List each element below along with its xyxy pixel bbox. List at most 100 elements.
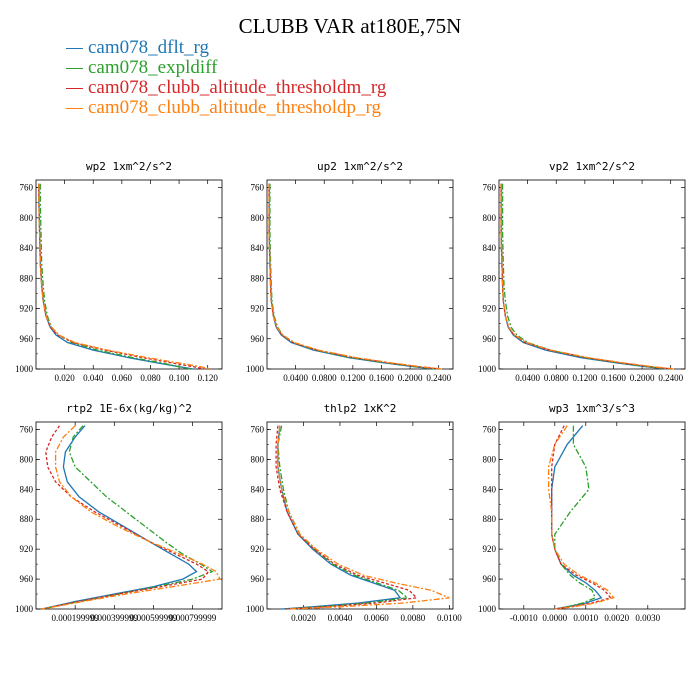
panel-title: rtp2 1E-6x(kg/kg)^2: [66, 402, 192, 415]
plot-frame: [498, 179, 686, 370]
series-line: [38, 183, 205, 370]
y-tick-label: 1000: [478, 364, 497, 374]
y-tick-label: 880: [251, 273, 265, 283]
chart-panel: rtp2 1E-6x(kg/kg)^2 760 800 840 880 920 960 100…: [15, 402, 223, 623]
legend-label: cam078_expldiff: [88, 57, 218, 78]
y-tick-label: 760: [483, 183, 497, 193]
y-tick-label: 840: [483, 484, 497, 494]
x-tick-label: 0.0020: [291, 613, 316, 623]
series-line: [41, 425, 214, 610]
x-tick-label: 0.2000: [398, 373, 423, 383]
y-tick-label: 760: [483, 424, 497, 434]
y-tick-label: 920: [251, 304, 265, 314]
y-tick-label: 920: [251, 544, 265, 554]
panel-title: vp2 1xm^2/s^2: [549, 160, 635, 173]
x-tick-label: 0.1600: [369, 373, 394, 383]
y-tick-label: 960: [251, 574, 265, 584]
y-tick-label: 800: [483, 454, 497, 464]
series-line: [277, 425, 409, 610]
legend-item: cam078_clubb_altitude_thresholdm_rg: [66, 78, 386, 98]
y-tick-label: 800: [483, 213, 497, 223]
chart-panel: thlp2 1xK^2 760 800 840 880 920 960 1000 0.0020 0…: [246, 402, 462, 623]
y-tick-label: 920: [483, 304, 497, 314]
x-tick-label: 0.080: [140, 373, 161, 383]
y-tick-label: 760: [251, 424, 265, 434]
series-line: [268, 183, 436, 370]
series-line: [547, 425, 615, 610]
y-tick-label: 1000: [478, 604, 497, 614]
y-tick-label: 880: [483, 273, 497, 283]
x-tick-label: 0.040: [83, 373, 104, 383]
legend-label: cam078_clubb_altitude_thresholdp_rg: [88, 97, 382, 118]
y-tick-label: 960: [20, 574, 34, 584]
y-tick-label: 960: [483, 574, 497, 584]
chart-panel: wp3 1xm^3/s^3 760 800 840 880 920 960 1000 -0.00…: [478, 402, 686, 623]
plot-frame: [266, 179, 454, 370]
x-tick-label: 0.0100: [437, 613, 462, 623]
x-tick-label: 0.0010: [573, 613, 598, 623]
plot-frame: [498, 421, 686, 610]
series-line: [268, 183, 441, 370]
x-tick-label: 0.2400: [658, 373, 683, 383]
x-tick-label: 0.1200: [340, 373, 365, 383]
y-tick-label: 960: [251, 334, 265, 344]
x-tick-label: 0.0060: [364, 613, 389, 623]
y-tick-label: 760: [251, 183, 265, 193]
legend-swatch: [66, 107, 83, 109]
panel-title: thlp2 1xK^2: [324, 402, 397, 415]
x-tick-label: 0.100: [169, 373, 190, 383]
series-line: [500, 183, 675, 370]
series-line: [269, 183, 438, 370]
y-tick-label: 1000: [246, 604, 265, 614]
x-tick-label: 0.0400: [515, 373, 540, 383]
y-tick-label: 1000: [15, 604, 34, 614]
panel-title: up2 1xm^2/s^2: [317, 160, 403, 173]
series-line: [277, 425, 402, 610]
x-tick-label: 0.0000: [542, 613, 567, 623]
plot-frame: [35, 421, 223, 610]
y-tick-label: 1000: [15, 364, 34, 374]
y-tick-label: 880: [20, 514, 34, 524]
series-line: [554, 425, 596, 610]
y-tick-label: 800: [251, 454, 265, 464]
series-line: [38, 183, 194, 370]
series-line: [39, 183, 191, 370]
series-line: [277, 425, 450, 610]
x-tick-label: 0.120: [198, 373, 219, 383]
y-tick-label: 840: [251, 484, 265, 494]
y-tick-label: 880: [251, 514, 265, 524]
y-tick-label: 880: [483, 514, 497, 524]
legend-item: cam078_clubb_altitude_thresholdp_rg: [66, 98, 386, 118]
x-tick-label: 0.0800: [544, 373, 569, 383]
x-tick-label: 0.000199999: [52, 613, 100, 623]
legend-item: cam078_dflt_rg: [66, 38, 386, 58]
legend: cam078_dflt_rg cam078_expldiff cam078_cl…: [66, 38, 386, 118]
y-tick-label: 840: [483, 243, 497, 253]
chart-panel: vp2 1xm^2/s^2 760 800 840 880 920 960 1000 0.040…: [478, 160, 686, 383]
legend-label: cam078_dflt_rg: [88, 37, 210, 58]
y-tick-label: 840: [251, 243, 265, 253]
x-tick-label: 0.2000: [630, 373, 655, 383]
x-tick-label: 0.000799999: [169, 613, 217, 623]
y-tick-label: 920: [20, 544, 34, 554]
chart-panel: wp2 1xm^2/s^2 760 800 840 880 920 960 1000 0.020…: [15, 160, 223, 383]
x-tick-label: 0.060: [112, 373, 133, 383]
x-tick-label: 0.000599999: [130, 613, 178, 623]
legend-swatch: [66, 87, 83, 89]
series-line: [268, 183, 443, 370]
x-tick-label: 0.1600: [601, 373, 626, 383]
x-tick-label: 0.0400: [283, 373, 308, 383]
x-tick-label: 0.000399999: [91, 613, 139, 623]
legend-item: cam078_expldiff: [66, 58, 386, 78]
x-tick-label: 0.020: [54, 373, 75, 383]
y-tick-label: 840: [20, 484, 34, 494]
x-tick-label: -0.0010: [510, 613, 538, 623]
panel-title: wp2 1xm^2/s^2: [86, 160, 172, 173]
x-tick-label: 0.0020: [604, 613, 629, 623]
x-tick-label: 0.2400: [426, 373, 451, 383]
panel-title: wp3 1xm^3/s^3: [549, 402, 635, 415]
y-tick-label: 760: [20, 183, 34, 193]
y-tick-label: 800: [251, 213, 265, 223]
y-tick-label: 800: [20, 213, 34, 223]
